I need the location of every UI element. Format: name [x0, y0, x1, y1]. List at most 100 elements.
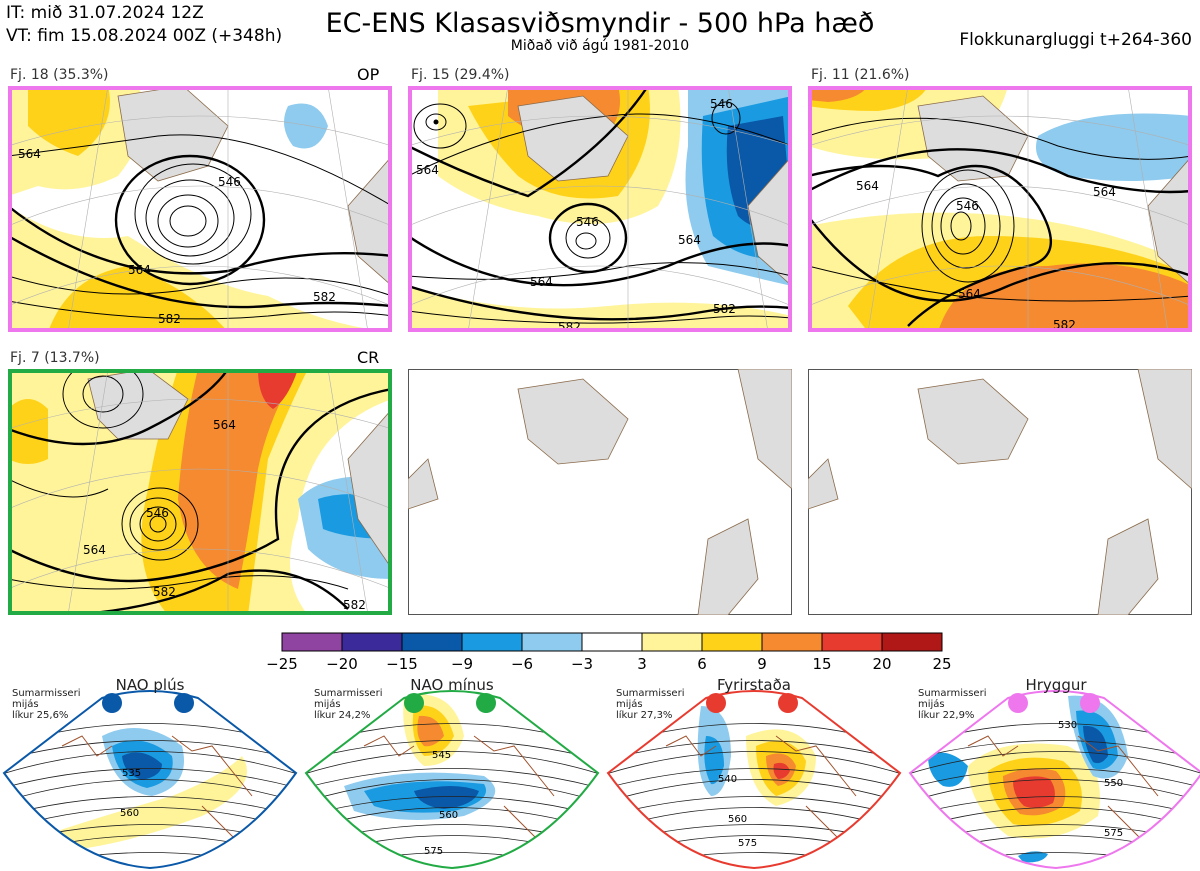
colorbar-segment — [641, 632, 703, 652]
regime-marker-dot — [404, 693, 424, 713]
regime-contour-label: 535 — [122, 768, 141, 779]
regime-panel: 530 550 575 Hryggur Sumarmisseri mijás líkur… — [908, 676, 1200, 871]
panel-1-tag: OP — [357, 65, 380, 84]
panel-2-label: Fj. 15 (29.4%) — [411, 67, 510, 83]
regime-border — [304, 690, 600, 870]
contour-label: 564 — [856, 179, 879, 193]
page-subtitle: Miðað við ágú 1981-2010 — [510, 38, 690, 54]
regime-fan-map: 540 560 575 — [606, 690, 902, 870]
regime-marker-dot — [1080, 693, 1100, 713]
colorbar-segment — [581, 632, 643, 652]
panel-3-border — [808, 86, 1192, 332]
regime-contour-label: 540 — [718, 774, 737, 785]
cluster-map-3: 546 564 564 564 582 — [808, 86, 1192, 332]
regime-contour-label: 575 — [1104, 828, 1123, 839]
colorbar-segment — [401, 632, 463, 652]
colorbar — [281, 632, 943, 652]
colorbar-segment — [281, 632, 343, 652]
regime-contour-label: 575 — [738, 838, 757, 849]
colorbar-segment — [341, 632, 403, 652]
valid-time: VT: fim 15.08.2024 00Z (+348h) — [6, 26, 283, 46]
colorbar-tick-label: 3 — [637, 655, 647, 673]
colorbar-tick-label: −9 — [450, 655, 474, 673]
colorbar-tick-label: −6 — [510, 655, 534, 673]
regime-info: Sumarmisseri mijás líkur 27,3% — [616, 688, 685, 721]
colorbar-segment — [521, 632, 583, 652]
contour-label: 564 — [18, 147, 41, 161]
panel-4-label: Fj. 7 (13.7%) — [10, 350, 100, 366]
cluster-map-2: 546 546 564 564 564 582 582 — [408, 86, 792, 332]
colorbar-tick-label: −3 — [570, 655, 594, 673]
contour-label: 546 — [218, 175, 241, 189]
contour-label: 582 — [158, 312, 181, 326]
colorbar-tick-label: −20 — [326, 655, 358, 673]
regime-panel: 545 560 575 NAO mínus Sumarmisseri mijás lík… — [304, 676, 600, 871]
regime-fan-map: 545 560 575 — [304, 690, 600, 870]
regime-contour-label: 560 — [439, 810, 458, 821]
empty-map-6 — [808, 369, 1192, 615]
regime-fan-map: 530 550 575 — [908, 690, 1200, 870]
regime-contour-label: 575 — [424, 846, 443, 857]
regime-marker-dot — [174, 693, 194, 713]
contour-label: 564 — [1093, 185, 1116, 199]
regime-border — [908, 690, 1200, 870]
contour-label: 564 — [416, 163, 439, 177]
colorbar-segment — [461, 632, 523, 652]
contour-label: 564 — [128, 263, 151, 277]
cluster-map-4: 546 564 564 582 582 — [8, 369, 392, 615]
contour-label: 582 — [153, 585, 176, 599]
colorbar-segment — [821, 632, 883, 652]
regime-marker-dot — [476, 693, 496, 713]
colorbar-segment — [761, 632, 823, 652]
contour-label: 546 — [956, 199, 979, 213]
regime-contour-label: 530 — [1058, 720, 1077, 731]
page-title: EC-ENS Klasasviðsmyndir - 500 hPa hæð — [325, 8, 875, 39]
contour-label: 546 — [576, 215, 599, 229]
contour-label: 564 — [958, 287, 981, 301]
classification-window: Flokkunargluggi t+264-360 — [959, 30, 1192, 50]
panel-1-label: Fj. 18 (35.3%) — [10, 67, 109, 83]
panel-4-border — [8, 369, 392, 615]
empty-map-5 — [408, 369, 792, 615]
regime-name: Fyrirstaða — [717, 676, 791, 694]
regime-marker-dot — [102, 693, 122, 713]
panel-4-tag: CR — [357, 348, 380, 367]
regime-marker-dot — [778, 693, 798, 713]
panel-1-border — [8, 86, 392, 332]
contour-label: 546 — [710, 97, 733, 111]
contour-label: 564 — [213, 418, 236, 432]
colorbar-tick-label: 9 — [757, 655, 767, 673]
regime-info: Sumarmisseri mijás líkur 22,9% — [918, 688, 987, 721]
regime-contour-label: 550 — [1104, 778, 1123, 789]
colorbar-segment — [701, 632, 763, 652]
regime-marker-dot — [706, 693, 726, 713]
colorbar-tick-label: 25 — [932, 655, 952, 673]
contour-label: 564 — [83, 543, 106, 557]
colorbar-tick-label: 6 — [697, 655, 707, 673]
regime-name: NAO mínus — [410, 676, 494, 694]
colorbar-tick-label: −25 — [266, 655, 298, 673]
regime-info: Sumarmisseri mijás líkur 25,6% — [12, 688, 81, 721]
colorbar-segment — [881, 632, 943, 652]
regime-fan-map: 535 560 — [2, 690, 298, 870]
regime-contour-label: 560 — [120, 808, 139, 819]
regime-border — [606, 690, 902, 870]
regime-marker-dot — [1008, 693, 1028, 713]
regime-info: Sumarmisseri mijás líkur 24,2% — [314, 688, 383, 721]
colorbar-tick-label: 15 — [812, 655, 832, 673]
regime-name: NAO plús — [115, 676, 185, 694]
contour-label: 564 — [678, 233, 701, 247]
regime-panel: 540 560 575 Fyrirstaða Sumarmisseri mijás lí… — [606, 676, 902, 871]
regime-panel: 535 560 NAO plús Sumarmisseri mijás líkur 2… — [2, 676, 298, 871]
contour-label: 582 — [713, 302, 736, 316]
contour-label: 564 — [530, 275, 553, 289]
colorbar-tick-label: −15 — [386, 655, 418, 673]
contour-label: 546 — [146, 506, 169, 520]
cluster-map-1: 546 564 564 582 582 — [8, 86, 392, 332]
regime-border — [2, 690, 298, 870]
panel-3-label: Fj. 11 (21.6%) — [811, 67, 910, 83]
contour-label: 582 — [343, 598, 366, 612]
regime-contour-label: 560 — [728, 814, 747, 825]
regime-name: Hryggur — [1025, 676, 1087, 694]
contour-label: 582 — [313, 290, 336, 304]
